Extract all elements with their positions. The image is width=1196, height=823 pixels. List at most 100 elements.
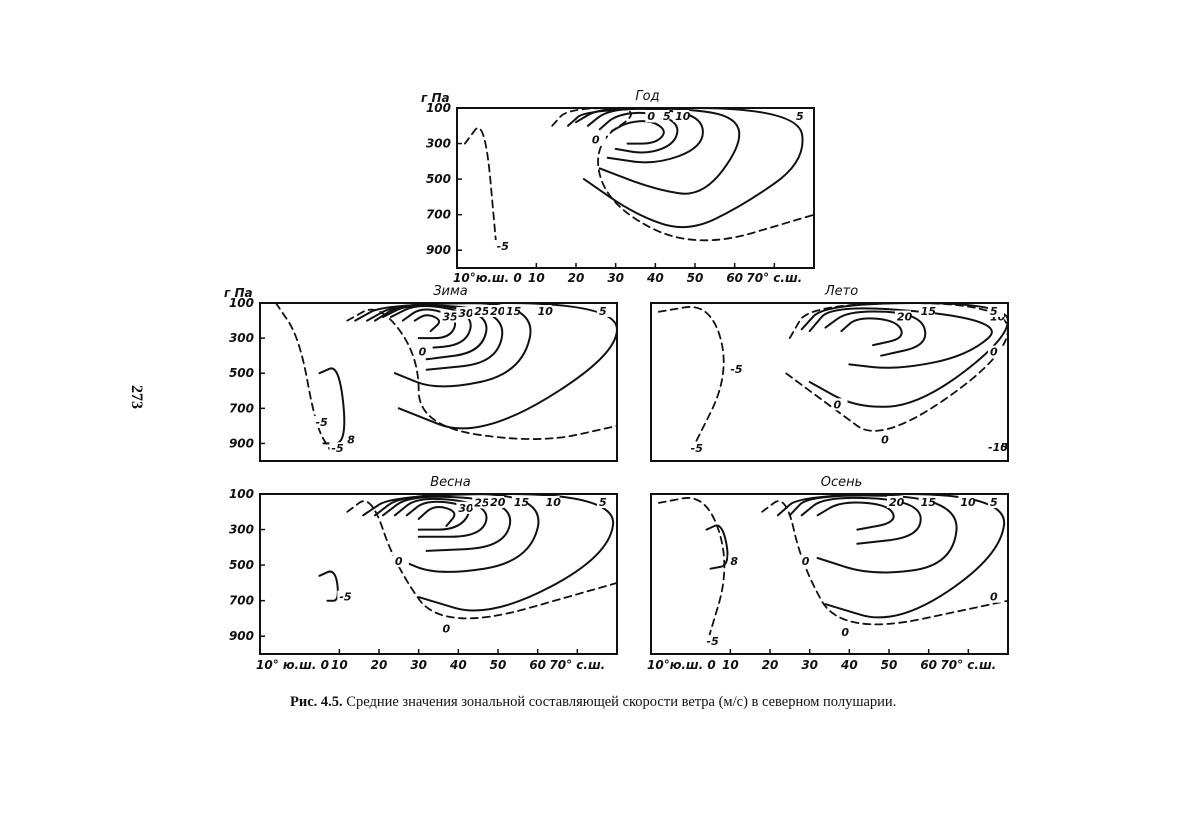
contour-line (658, 306, 725, 454)
plot-frame (650, 493, 1009, 655)
contour-label-bg (472, 305, 489, 317)
contour-label-bg (794, 110, 810, 122)
contour-label: 25 (474, 305, 490, 318)
y-tick-label: 700 (426, 208, 451, 222)
contour-label: 5 (990, 305, 998, 318)
contour-line (800, 496, 922, 545)
contour-label: 5 (599, 496, 607, 509)
contour-line (318, 367, 346, 445)
contour-label-bg (673, 110, 690, 122)
contour-label: 20 (897, 311, 913, 324)
x-tick-label: 10 (528, 271, 545, 285)
y-tick-label: 500 (426, 172, 451, 186)
contour-label-bg (958, 496, 975, 508)
x-tick-label: 40 (840, 658, 858, 672)
contour-label: -5 (707, 635, 720, 648)
x-tick-label: 50 (490, 658, 507, 672)
contour-label-bg (988, 305, 1004, 317)
y-tick-label: 100 (229, 296, 254, 310)
contour-line (362, 494, 615, 612)
contour-label: 5 (599, 305, 607, 318)
x-tick-label: 40 (646, 271, 664, 285)
contour-label: 0 (833, 398, 841, 411)
contour-label: 0 (990, 346, 998, 359)
contour-line (346, 308, 617, 440)
panel-title: Весна (430, 475, 471, 490)
contour-line (816, 501, 895, 531)
contour-label: -5 (331, 442, 344, 455)
y-tick-label: 500 (229, 558, 254, 572)
contour-line (374, 304, 504, 371)
plot-frame (259, 493, 618, 655)
y-tick-label: 900 (229, 436, 254, 450)
contour-line (366, 303, 532, 388)
contour-line (551, 108, 814, 242)
contour-label-bg (511, 496, 528, 508)
contour-label-bg (329, 442, 346, 455)
contour-label: 10 (538, 305, 554, 318)
contour-label: 30 (458, 307, 474, 320)
contour-label-bg (345, 433, 362, 446)
contour-group (275, 303, 617, 454)
contour-label: 8 (730, 555, 738, 568)
x-tick-label: 40 (449, 658, 467, 672)
y-tick-label: 700 (229, 594, 254, 608)
contour-label-bg (645, 110, 662, 122)
contour-label: -10 (988, 441, 1008, 454)
y-tick-label: 300 (229, 523, 254, 537)
contour-group (318, 494, 617, 620)
y-tick-label: 900 (426, 243, 451, 257)
y-tick-label: 100 (426, 101, 451, 115)
contour-label-bg (494, 240, 511, 253)
contour-label-bg (456, 501, 473, 514)
contour-line (346, 500, 617, 620)
contour-label: -5 (497, 240, 510, 253)
x-tick-label: 30 (607, 271, 624, 285)
contour-label: 8 (347, 433, 355, 446)
contour-label-bg (456, 307, 473, 320)
contour-label: 10 (675, 110, 691, 123)
contour-label: -5 (730, 363, 743, 376)
contour-line (658, 497, 726, 646)
x-tick-label: 70° с.ш. (549, 658, 605, 672)
contour-line (374, 494, 540, 573)
contour-line (464, 127, 498, 252)
contour-line (761, 500, 1008, 626)
contour-label: 20 (889, 496, 905, 509)
x-tick-label: 70° с.ш. (746, 271, 802, 285)
contour-label-bg (440, 310, 457, 323)
contour-label-bg (728, 363, 745, 376)
x-tick-label: 20 (762, 658, 779, 672)
x-tick-label: 60 (920, 658, 937, 672)
contour-label: 15 (506, 305, 522, 318)
plot-frame (650, 302, 1009, 462)
contour-line (382, 495, 512, 552)
x-tick-label: 10°ю.ш. 0 (647, 658, 716, 672)
contour-label: 0 (881, 433, 889, 446)
contour-line (785, 303, 1008, 432)
contour-label-bg (839, 626, 856, 639)
contour-label-bg (597, 305, 613, 317)
contour-label: 10 (960, 496, 976, 509)
contour-label-bg (831, 398, 848, 411)
contour-label-bg (313, 415, 330, 428)
contour-label-bg (894, 310, 911, 323)
contour-label: 30 (458, 502, 474, 515)
caption-text: Средние значения зональной составляющей … (342, 694, 897, 710)
x-tick-label: 20 (568, 271, 585, 285)
contour-label: 25 (474, 496, 490, 509)
contour-label: 5 (990, 496, 998, 509)
contour-line (405, 500, 470, 531)
contour-label: 10 (546, 496, 562, 509)
y-tick-label: 300 (229, 331, 254, 345)
contour-line (393, 497, 488, 538)
contour-label: 0 (990, 591, 998, 604)
y-tick-label: 900 (229, 629, 254, 643)
contour-line (808, 307, 993, 369)
contour-line (382, 304, 488, 361)
contour-line (413, 314, 441, 333)
contour-line (824, 310, 927, 357)
